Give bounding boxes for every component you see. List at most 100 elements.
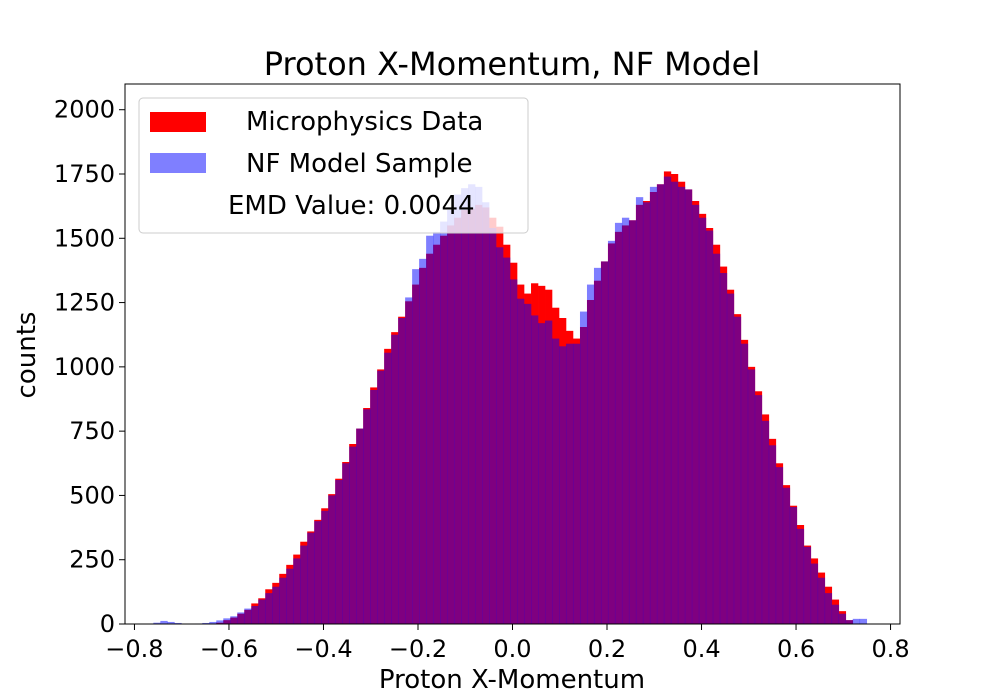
histogram-bar (782, 487, 791, 624)
histogram-bar (398, 318, 406, 624)
histogram-bar (328, 495, 336, 624)
y-tick-label: 1250 (54, 289, 115, 317)
histogram-bar (538, 323, 546, 624)
histogram-bar (349, 446, 357, 624)
histogram-bar (426, 235, 434, 624)
y-tick-label: 750 (69, 417, 115, 445)
histogram-bar (733, 316, 742, 624)
histogram-bar (475, 186, 483, 624)
histogram-bar (503, 257, 511, 624)
histogram-bar (607, 240, 616, 624)
y-tick-label: 1000 (54, 353, 115, 381)
histogram-bar (698, 217, 707, 624)
x-axis: −0.8 −0.6 −0.4 −0.2 0.0 0.2 0.4 0.6 0.8 (105, 624, 910, 663)
histogram-bar (789, 507, 798, 624)
histogram-bar (244, 608, 252, 624)
histogram-bar (859, 618, 868, 624)
y-axis: 0 250 500 750 1000 1250 1500 1750 2000 (54, 96, 125, 638)
histogram-bar (817, 577, 826, 624)
legend-emd-value: EMD Value: 0.0044 (228, 191, 475, 221)
histogram-bar (391, 334, 399, 624)
histogram-bar (293, 558, 301, 624)
x-tick-label: −0.4 (294, 635, 352, 663)
histogram-bar (824, 593, 833, 624)
histogram-bar (761, 420, 770, 624)
y-tick-label: 0 (100, 610, 115, 638)
y-axis-label: counts (12, 312, 42, 399)
histogram-bar (300, 545, 308, 624)
histogram-bar (370, 390, 378, 624)
bars-layer (153, 171, 868, 625)
histogram-bar (251, 606, 259, 624)
histogram-bar (705, 230, 714, 625)
histogram-bar (559, 346, 567, 624)
histogram-bar (635, 197, 644, 624)
histogram-bar (279, 577, 287, 624)
histogram-bar (265, 593, 273, 624)
histogram-bar (160, 620, 168, 624)
histogram-bar (167, 621, 175, 624)
histogram-bar (747, 369, 756, 624)
histogram-bar (286, 568, 294, 624)
histogram-bar (216, 620, 224, 624)
histogram-bar (831, 604, 840, 624)
histogram-bar (335, 480, 343, 624)
histogram-bar (775, 467, 784, 624)
histogram-bar (572, 343, 581, 624)
legend-label-nf-model: NF Model Sample (246, 149, 472, 179)
histogram-bar (565, 343, 574, 624)
x-tick-label: −0.6 (200, 635, 258, 663)
histogram-bar (621, 217, 630, 624)
histogram-bar (384, 352, 392, 624)
histogram-bar (419, 258, 427, 624)
histogram-bar (405, 297, 413, 624)
x-tick-label: 0.4 (682, 635, 720, 663)
histogram-bar (230, 616, 238, 624)
histogram-bar (586, 284, 595, 624)
histogram-bar (356, 428, 364, 624)
histogram-bar (552, 338, 560, 624)
histogram-bar (258, 599, 266, 624)
histogram-bar (600, 261, 609, 624)
histogram-bar (307, 532, 315, 624)
y-tick-label: 500 (69, 481, 115, 509)
y-tick-label: 250 (69, 546, 115, 574)
histogram-bar (174, 622, 182, 624)
histogram-bar (363, 409, 371, 624)
histogram-bar (342, 463, 350, 624)
histogram-bar (852, 618, 861, 624)
histogram-bar (719, 273, 728, 624)
histogram-bar (614, 222, 623, 624)
x-tick-label: −0.2 (389, 635, 447, 663)
histogram-bar (440, 221, 448, 625)
histogram-bar (531, 315, 539, 624)
histogram-bar (433, 231, 441, 624)
legend-swatch-microphysics (150, 112, 206, 132)
histogram-bar (768, 445, 777, 624)
x-tick-label: −0.8 (105, 635, 163, 663)
histogram-bar (545, 320, 553, 624)
histogram-bar (677, 186, 686, 624)
histogram-bar (593, 267, 602, 624)
histogram-bar (412, 269, 420, 624)
histogram-bar (454, 194, 462, 625)
histogram-bar (272, 586, 280, 624)
x-tick-label: 0.0 (493, 635, 531, 663)
histogram-bar (796, 528, 805, 624)
histogram-bar (517, 298, 525, 624)
histogram-bar (321, 510, 329, 624)
histogram-bar (482, 202, 490, 625)
x-tick-label: 0.8 (871, 635, 909, 663)
x-tick-label: 0.2 (588, 635, 626, 663)
series-1 (153, 176, 868, 625)
chart-title: Proton X-Momentum, NF Model (264, 45, 760, 83)
histogram-bar (838, 613, 847, 624)
histogram-bar (579, 311, 588, 624)
legend-label-microphysics: Microphysics Data (246, 107, 483, 137)
y-tick-label: 2000 (54, 96, 115, 124)
y-tick-label: 1750 (54, 160, 115, 188)
histogram-bar (524, 303, 532, 624)
histogram-bar (656, 184, 665, 625)
histogram-bar (670, 181, 679, 624)
